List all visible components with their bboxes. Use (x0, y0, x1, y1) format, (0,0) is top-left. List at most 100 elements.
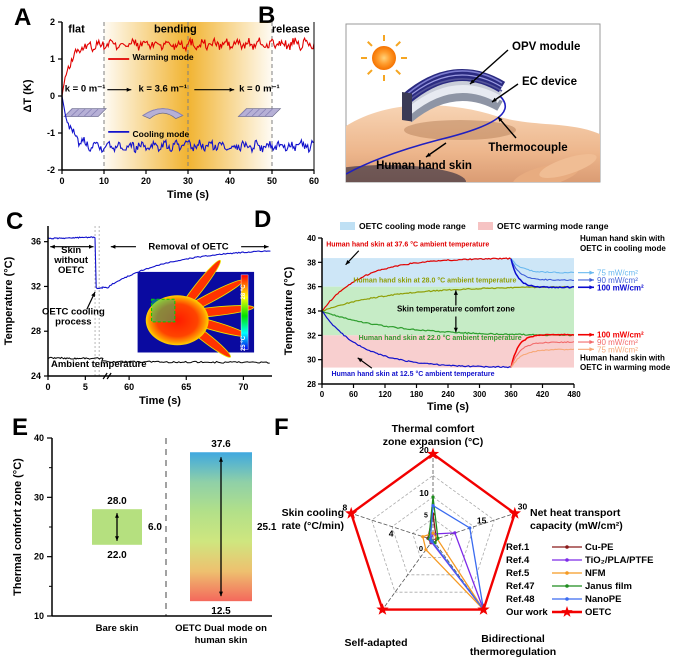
legend-name: NanoPE (585, 594, 621, 605)
y-tick: 30 (34, 492, 44, 502)
radar-axis-title: zone expansion (°C) (383, 436, 483, 448)
chart-thermal-comfort-zone: 28.0 22.0 6.0 37.6 12.5 25.1 10 20 30 40 Bare skin… (12, 433, 277, 646)
curve-label-28.0: Human hand skin at 28.0 °C ambient tempe… (353, 276, 516, 284)
warming-mode-title: OETC in warming mode (580, 363, 671, 372)
bar-low-value: 12.5 (211, 606, 231, 617)
arrowhead (50, 244, 55, 249)
category-oetc: human skin (195, 635, 248, 646)
arrowhead (115, 536, 119, 541)
line (432, 513, 515, 541)
radar-tick: 10 (419, 488, 429, 498)
arrowhead (91, 292, 95, 297)
y-tick: 40 (307, 234, 316, 243)
polyline (321, 310, 575, 337)
line (264, 108, 273, 117)
comfort-zone-label: Skin temperature comfort zone (397, 305, 515, 314)
y-axis-label: Thermal comfort zone (°C) (12, 458, 24, 596)
ellipse (539, 154, 597, 178)
radar-ring (371, 475, 495, 593)
human-hand-skin-label: Human hand skin (376, 160, 472, 172)
bar-low-value: 22.0 (107, 550, 127, 561)
y-tick: 32 (307, 331, 316, 340)
bar-high-value: 28.0 (107, 496, 127, 507)
power-label: 90 mW/cm² (597, 338, 638, 347)
panel-d-letter: D (254, 206, 272, 233)
path (405, 70, 503, 96)
arrowhead (219, 591, 223, 597)
circle (431, 531, 435, 535)
oetc-cooling-process-label: process (55, 317, 91, 328)
x-tick: 65 (181, 382, 191, 392)
arrowhead (126, 87, 132, 92)
device-shadow (404, 120, 516, 140)
arrowhead (89, 244, 94, 249)
removal-of-oetc-label: Removal of OETC (148, 242, 228, 253)
y-tick: 36 (31, 237, 41, 247)
device-stack (402, 69, 506, 123)
line (491, 83, 519, 103)
y-tick: 32 (31, 281, 41, 291)
circle (565, 571, 569, 575)
circle (565, 584, 569, 588)
line (432, 539, 484, 610)
radar-series-Janus film (428, 496, 439, 544)
x-tick: 180 (410, 390, 424, 399)
y-tick: 24 (31, 371, 41, 381)
polyline (510, 340, 575, 368)
region-label: flat (68, 23, 85, 35)
radar-axis-title: Skin cooling (282, 507, 344, 519)
x-tick: 40 (225, 176, 235, 186)
line (84, 108, 92, 117)
radar-axis-title: Self-adapted (344, 637, 407, 649)
curvature-label: k = 0 m⁻¹ (65, 84, 106, 95)
y-tick: 20 (34, 552, 44, 562)
radar-tick: 4 (389, 529, 394, 539)
arrowhead (492, 97, 497, 102)
panel-e-letter: E (12, 414, 29, 441)
mode-band (322, 258, 574, 287)
polyline (510, 333, 575, 368)
legend-ref: Ref.47 (506, 581, 535, 592)
arrowhead (110, 244, 116, 249)
mode-band (322, 286, 574, 336)
x-tick: 300 (473, 390, 487, 399)
x-tick: 240 (441, 390, 455, 399)
y-tick: 1 (50, 54, 55, 64)
y-axis-label: ΔT (K) (22, 79, 34, 112)
x-tick: 30 (183, 176, 193, 186)
line (64, 108, 73, 117)
line (469, 49, 509, 85)
path (405, 78, 503, 104)
line (497, 116, 517, 139)
bar-span-value: 25.1 (257, 522, 277, 533)
radar-tick: 8 (342, 502, 347, 512)
y-tick: 34 (307, 307, 316, 316)
arrowhead (589, 347, 594, 352)
radar-tick: 5 (424, 513, 428, 520)
opv-module-label: OPV module (512, 41, 580, 53)
arrowhead (115, 513, 119, 518)
line (106, 372, 112, 380)
hand-skin (346, 105, 600, 182)
circle (430, 539, 434, 543)
arrowhead (453, 290, 458, 295)
bar-high-value: 37.6 (211, 439, 231, 450)
skin-without-oetc-label: OETC (58, 265, 85, 276)
legend-ref: Ref.4 (506, 555, 530, 566)
legend-swatch-cooling (340, 222, 355, 230)
y-tick: 38 (307, 258, 316, 267)
line (395, 41, 401, 47)
colorbar-max-label: 28 °C (241, 284, 247, 300)
circle (453, 531, 457, 535)
thermocouple-label: Thermocouple (488, 142, 567, 154)
y-axis-label: Temperature (°C) (283, 266, 295, 355)
star-marker (345, 506, 358, 519)
x-tick: 70 (238, 382, 248, 392)
rect (402, 92, 412, 122)
legend-name: Cu-PE (585, 542, 614, 553)
polyline (510, 258, 575, 289)
arrowhead (589, 340, 594, 345)
ambient-curve (47, 356, 270, 364)
thermal-palm (145, 295, 209, 346)
